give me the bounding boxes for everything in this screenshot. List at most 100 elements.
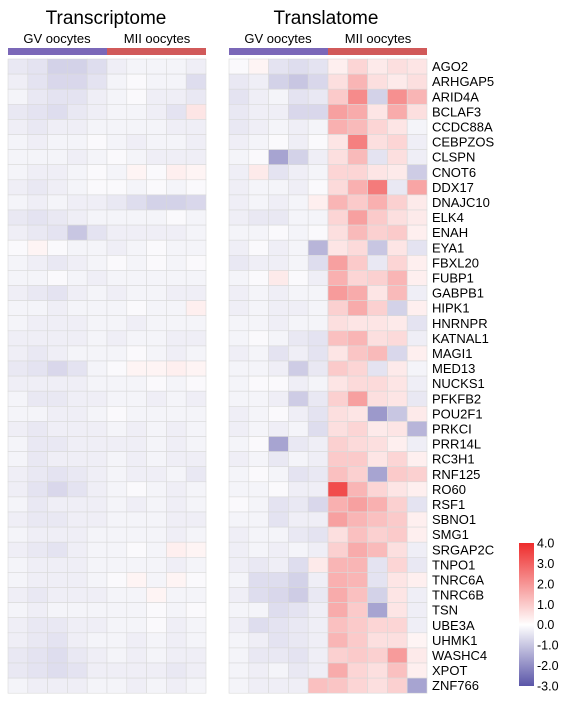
- gene-label: AGO2: [432, 59, 468, 74]
- translatome-cell: [387, 677, 408, 694]
- translatome-cell: [288, 104, 309, 120]
- translatome-cell: [367, 496, 388, 513]
- translatome-cell: [248, 330, 269, 347]
- transcriptome-cell: [27, 677, 48, 694]
- transcriptome-cell: [146, 164, 167, 181]
- translatome-cell: [288, 149, 309, 166]
- transcriptome-cell: [27, 556, 48, 573]
- transcriptome-cell: [185, 149, 207, 166]
- translatome-cell: [268, 466, 289, 483]
- transcriptome-cell: [86, 405, 108, 422]
- transcriptome-cell: [67, 405, 88, 422]
- translatome-cell: [288, 73, 309, 90]
- gene-label: TNRC6B: [432, 588, 484, 603]
- translatome-cell: [288, 436, 309, 452]
- translatome-cell: [288, 572, 309, 588]
- translatome-cell: [367, 617, 388, 634]
- translatome-cell: [347, 677, 368, 694]
- translatome-cell: [228, 390, 250, 407]
- transcriptome-cell: [67, 73, 88, 90]
- transcriptome-cell: [7, 360, 29, 377]
- gene-label: UHMK1: [432, 633, 478, 648]
- translatome-cell: [288, 300, 309, 317]
- translatome-cell: [288, 375, 309, 392]
- translatome-cell: [406, 330, 428, 347]
- transcriptome-cell: [106, 390, 128, 407]
- gene-label: SBNO1: [432, 512, 476, 527]
- translatome-cell: [288, 481, 309, 498]
- translatome-cell: [268, 375, 289, 392]
- transcriptome-cell: [7, 602, 29, 618]
- transcriptome-cell: [27, 119, 48, 135]
- translatome-cell: [347, 194, 368, 211]
- translatome-cell: [367, 647, 388, 664]
- translatome-cell: [327, 134, 349, 150]
- transcriptome-cell: [67, 451, 88, 468]
- transcriptome-cell: [126, 300, 147, 317]
- transcriptome-cell: [146, 149, 167, 166]
- transcriptome-cell: [185, 647, 207, 664]
- transcriptome-cell: [106, 496, 128, 513]
- translatome-cell: [268, 496, 289, 513]
- translatome-cell: [228, 662, 250, 679]
- transcriptome-cell: [106, 224, 128, 241]
- translatome-cell: [248, 209, 269, 226]
- translatome-cell: [248, 617, 269, 634]
- transcriptome-cell: [146, 677, 167, 694]
- transcriptome-cell: [47, 632, 68, 649]
- translatome-cell: [327, 285, 349, 301]
- transcriptome-cell: [47, 209, 68, 226]
- translatome-cell: [307, 466, 329, 483]
- transcriptome-cell: [106, 677, 128, 694]
- translatome-cell: [347, 73, 368, 90]
- transcriptome-cell: [106, 405, 128, 422]
- transcriptome-cell: [146, 360, 167, 377]
- transcriptome-cell: [47, 330, 68, 347]
- transcriptome-cell: [166, 677, 187, 694]
- translatome-cell: [406, 375, 428, 392]
- translatome-cell: [288, 662, 309, 679]
- transcriptome-cell: [106, 194, 128, 211]
- gene-label: NUCKS1: [432, 376, 485, 391]
- transcriptome-cell: [47, 390, 68, 407]
- transcriptome-gv-label: GV oocytes: [23, 31, 91, 46]
- translatome-cell: [387, 73, 408, 90]
- transcriptome-cell: [47, 149, 68, 166]
- translatome-cell: [307, 164, 329, 181]
- transcriptome-cell: [86, 436, 108, 452]
- transcriptome-cell: [185, 330, 207, 347]
- transcriptome-cell: [185, 194, 207, 211]
- transcriptome-cell: [86, 255, 108, 271]
- transcriptome-cell: [126, 451, 147, 468]
- transcriptome-cell: [126, 496, 147, 513]
- transcriptome-cell: [146, 134, 167, 150]
- transcriptome-cell: [47, 88, 68, 105]
- translatome-cell: [288, 88, 309, 105]
- translatome-cell: [248, 390, 269, 407]
- gene-label: HIPK1: [432, 301, 470, 316]
- translatome-cell: [327, 602, 349, 618]
- transcriptome-cell: [146, 390, 167, 407]
- transcriptome-cell: [47, 587, 68, 603]
- translatome-cell: [288, 632, 309, 649]
- transcriptome-cell: [67, 466, 88, 483]
- translatome-cell: [327, 58, 349, 75]
- transcriptome-cell: [185, 541, 207, 558]
- translatome-cell: [288, 421, 309, 437]
- gene-label: BCLAF3: [432, 104, 481, 119]
- transcriptome-cell: [86, 88, 108, 105]
- transcriptome-cell: [126, 88, 147, 105]
- translatome-cell: [367, 104, 388, 120]
- transcriptome-cell: [86, 73, 108, 90]
- transcriptome-cell: [166, 572, 187, 588]
- transcriptome-cell: [185, 511, 207, 528]
- translatome-cell: [367, 421, 388, 437]
- translatome-cell: [248, 496, 269, 513]
- transcriptome-cell: [67, 541, 88, 558]
- transcriptome-cell: [146, 541, 167, 558]
- legend-tick-label: 0.0: [537, 618, 554, 632]
- transcriptome-cell: [185, 179, 207, 196]
- transcriptome-cell: [7, 647, 29, 664]
- translatome-cell: [268, 285, 289, 301]
- transcriptome-cell: [166, 526, 187, 543]
